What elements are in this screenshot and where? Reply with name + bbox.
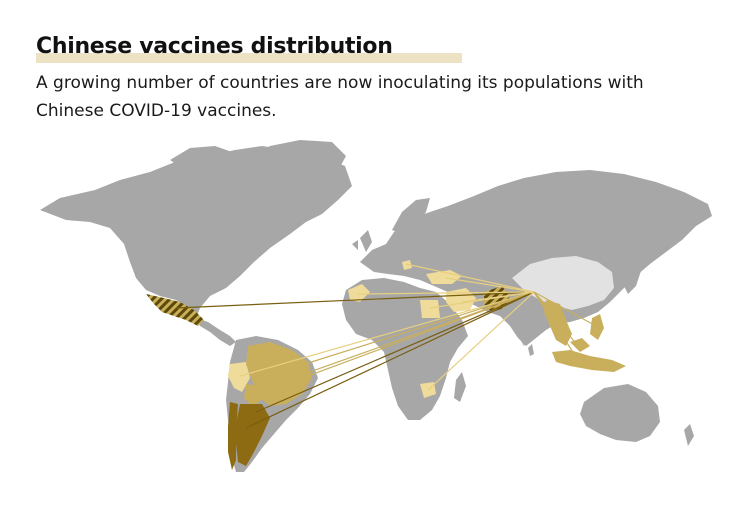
japan xyxy=(624,260,642,294)
distribution-lines xyxy=(175,263,597,429)
line-morocco xyxy=(357,291,535,295)
madagascar xyxy=(454,372,466,402)
scandinavia xyxy=(392,198,430,234)
line-malaysia xyxy=(533,291,579,347)
line-peru xyxy=(239,291,535,377)
page-title: Chinese vaccines distribution xyxy=(36,34,393,59)
region-chile xyxy=(228,402,238,470)
region-middle-east xyxy=(446,288,476,312)
region-indonesia xyxy=(552,350,626,372)
line-serbia xyxy=(405,263,535,293)
region-egypt xyxy=(420,300,440,318)
region-peru xyxy=(228,362,250,392)
line-brazil-a xyxy=(285,291,535,371)
region-serbia xyxy=(402,260,412,270)
india xyxy=(506,300,538,346)
region-turkey xyxy=(426,270,462,284)
line-middle-east xyxy=(461,291,535,303)
central-america xyxy=(196,318,236,346)
british-isles xyxy=(352,230,372,252)
continents xyxy=(40,140,712,472)
line-indonesia xyxy=(533,291,579,361)
line-mexico xyxy=(175,291,535,309)
line-turkey xyxy=(445,277,535,293)
region-brazil xyxy=(246,342,312,406)
recipient-regions xyxy=(146,260,626,470)
arctic-islands xyxy=(140,146,232,186)
region-mexico xyxy=(146,294,204,326)
greenland xyxy=(248,140,346,210)
australia-landmass xyxy=(580,384,660,442)
line-argentina xyxy=(255,291,535,413)
line-philippines xyxy=(533,291,597,327)
title-highlight xyxy=(36,53,462,63)
sri-lanka xyxy=(528,344,534,356)
region-morocco xyxy=(348,284,370,302)
region-philippines xyxy=(590,314,604,340)
line-zimbabwe xyxy=(427,291,535,391)
line-chile xyxy=(245,291,535,429)
title-block: Chinese vaccines distribution xyxy=(36,34,462,63)
region-bolivia xyxy=(244,384,262,406)
page-subtitle: A growing number of countries are now in… xyxy=(36,73,644,121)
region-argentina xyxy=(236,404,270,466)
new-zealand xyxy=(684,424,694,446)
line-bolivia xyxy=(253,291,535,397)
eurasia-landmass xyxy=(360,170,712,346)
